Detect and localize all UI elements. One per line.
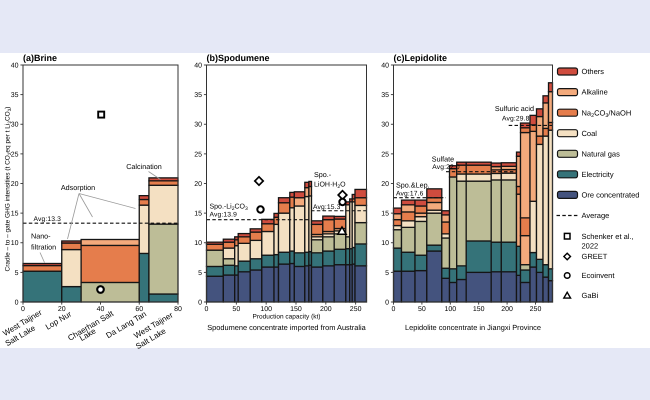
- svg-text:(b)Spodumene: (b)Spodumene: [207, 53, 270, 63]
- svg-text:40: 40: [194, 62, 202, 69]
- svg-text:Avg:29.8: Avg:29.8: [502, 115, 530, 122]
- svg-text:LiOH·H2​O: LiOH·H2​O: [314, 181, 346, 191]
- svg-text:0: 0: [198, 299, 202, 306]
- svg-text:150: 150: [290, 306, 302, 313]
- svg-text:0: 0: [205, 306, 209, 313]
- svg-text:Sulfate: Sulfate: [432, 155, 454, 164]
- svg-text:10: 10: [11, 240, 19, 247]
- svg-text:5: 5: [15, 270, 19, 277]
- svg-text:filtration: filtration: [31, 243, 56, 252]
- svg-text:Avg:13.3: Avg:13.3: [34, 216, 62, 223]
- svg-text:10: 10: [194, 240, 202, 247]
- svg-text:(c)Lepidolite: (c)Lepidolite: [394, 53, 448, 63]
- svg-text:200: 200: [320, 306, 332, 313]
- svg-text:80: 80: [174, 306, 182, 313]
- svg-text:5: 5: [198, 270, 202, 277]
- svg-text:Avg:15.3: Avg:15.3: [313, 204, 341, 211]
- svg-text:40: 40: [381, 62, 389, 69]
- svg-text:Electricity: Electricity: [582, 170, 614, 179]
- svg-text:Avg:17.6: Avg:17.6: [396, 190, 424, 197]
- svg-text:35: 35: [381, 92, 389, 99]
- svg-text:40: 40: [97, 306, 105, 313]
- svg-text:Average: Average: [582, 211, 610, 220]
- svg-text:20: 20: [381, 181, 389, 188]
- svg-text:35: 35: [11, 92, 19, 99]
- svg-text:5: 5: [385, 270, 389, 277]
- svg-text:Natural gas: Natural gas: [582, 149, 621, 158]
- svg-text:25: 25: [381, 151, 389, 158]
- svg-text:Others: Others: [582, 67, 605, 76]
- svg-text:Coal: Coal: [582, 129, 598, 138]
- svg-text:Spo.-Li2​CO3​: Spo.-Li2​CO3​: [210, 203, 249, 213]
- svg-text:20: 20: [11, 181, 19, 188]
- svg-text:Cradle – to – gate GHG intensi: Cradle – to – gate GHG intensities (t CO…: [5, 107, 13, 272]
- svg-text:35: 35: [194, 92, 202, 99]
- svg-text:Alkaline: Alkaline: [582, 88, 608, 97]
- svg-text:2022: 2022: [582, 241, 599, 250]
- svg-text:100: 100: [260, 306, 272, 313]
- svg-text:Avg:13.9: Avg:13.9: [210, 212, 238, 219]
- svg-text:Adsorption: Adsorption: [61, 183, 95, 192]
- svg-text:Avg:22.0: Avg:22.0: [432, 164, 460, 171]
- svg-text:Production capacity (kt): Production capacity (kt): [253, 314, 321, 321]
- svg-text:50: 50: [232, 306, 240, 313]
- svg-text:Ore concentrated: Ore concentrated: [582, 191, 640, 200]
- svg-text:0: 0: [15, 299, 19, 306]
- svg-text:20: 20: [194, 181, 202, 188]
- svg-text:15: 15: [381, 211, 389, 218]
- svg-text:10: 10: [381, 240, 389, 247]
- svg-text:250: 250: [350, 306, 362, 313]
- svg-text:50: 50: [418, 306, 426, 313]
- svg-text:60: 60: [135, 306, 143, 313]
- svg-text:Calcination: Calcination: [126, 162, 162, 171]
- svg-text:40: 40: [11, 62, 19, 69]
- svg-text:GaBi: GaBi: [582, 291, 599, 300]
- svg-text:Lepidolite concentrate in Jian: Lepidolite concentrate in Jiangxi Provin…: [405, 323, 541, 332]
- svg-text:30: 30: [194, 122, 202, 129]
- svg-text:100: 100: [444, 306, 456, 313]
- svg-text:15: 15: [11, 211, 19, 218]
- svg-text:GREET: GREET: [582, 252, 608, 261]
- svg-text:150: 150: [473, 306, 485, 313]
- svg-text:0: 0: [385, 299, 389, 306]
- svg-text:Sulfuric acid: Sulfuric acid: [495, 104, 534, 113]
- svg-text:Spo.&Lep.: Spo.&Lep.: [396, 181, 430, 190]
- svg-text:(a)Brine: (a)Brine: [23, 53, 57, 63]
- svg-text:0: 0: [392, 306, 396, 313]
- svg-text:200: 200: [501, 306, 513, 313]
- svg-text:Nano-: Nano-: [31, 232, 51, 241]
- svg-text:Na2​CO3​/NaOH: Na2​CO3​/NaOH: [582, 108, 632, 119]
- svg-text:Schenker et al.,: Schenker et al.,: [582, 232, 634, 241]
- svg-text:25: 25: [11, 151, 19, 158]
- svg-text:0: 0: [21, 306, 25, 313]
- svg-text:15: 15: [194, 211, 202, 218]
- svg-text:30: 30: [381, 122, 389, 129]
- svg-text:Ecoinvent: Ecoinvent: [582, 271, 616, 280]
- svg-text:25: 25: [194, 151, 202, 158]
- svg-text:Spodumene concentrate imported: Spodumene concentrate imported from Aust…: [207, 323, 366, 332]
- svg-text:20: 20: [58, 306, 66, 313]
- svg-text:Spo.-: Spo.-: [314, 170, 332, 179]
- svg-text:250: 250: [530, 306, 542, 313]
- svg-text:30: 30: [11, 122, 19, 129]
